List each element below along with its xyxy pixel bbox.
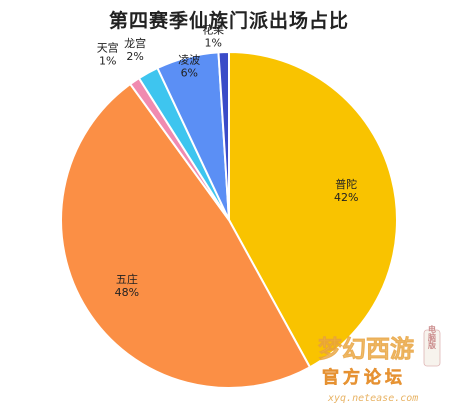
- watermark-tagline: 官方论坛: [322, 367, 406, 388]
- pie-slice-2: [60, 82, 312, 389]
- pie-slice-6: [217, 50, 230, 221]
- watermark-badge: [423, 329, 441, 367]
- slice-name-label: 龙宫: [124, 36, 146, 50]
- watermark-url: xyq.netease.com: [327, 393, 418, 404]
- slice-name-label: 花果: [202, 23, 224, 36]
- chart-title: 第四赛季仙族门派出场占比: [108, 10, 349, 32]
- pie-slice-1: [228, 50, 398, 369]
- slice-percent-label: 6%: [181, 66, 198, 79]
- watermark-logo-text: 梦幻西游: [318, 334, 414, 363]
- slice-name-label: 普陀: [335, 177, 357, 191]
- slice-percent-label: 48%: [115, 286, 139, 299]
- slice-name-label: 天宫: [97, 40, 119, 54]
- slice-percent-label: 1%: [204, 36, 221, 49]
- slice-name-label: 凌波: [178, 52, 200, 66]
- slice-percent-label: 42%: [334, 191, 358, 204]
- watermark-logo: 梦幻西游 电脑版 官方论坛 xyq.netease.com: [318, 324, 441, 404]
- slice-percent-label: 1%: [99, 54, 116, 67]
- slice-name-label: 五庄: [116, 272, 138, 286]
- slice-percent-label: 2%: [126, 50, 143, 63]
- pie-slices: [60, 50, 398, 389]
- watermark-badge-text: 电脑版: [428, 324, 437, 350]
